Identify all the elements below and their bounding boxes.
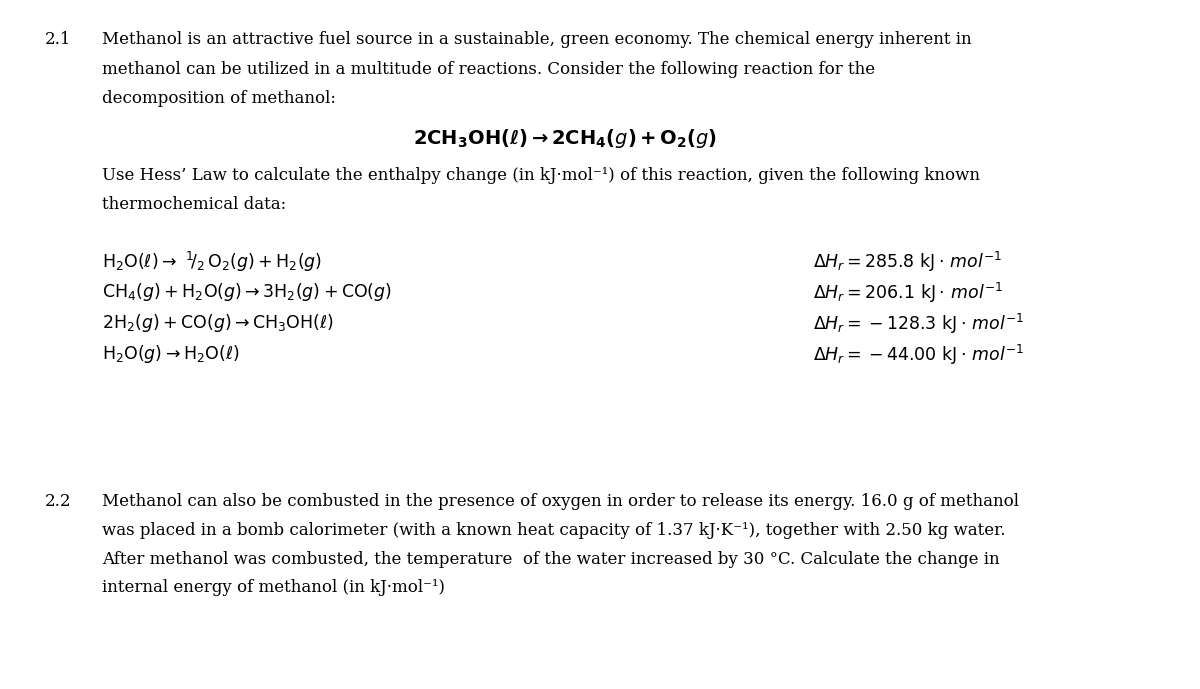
Text: $\Delta H_r = -44.00\ \mathrm{kJ \cdot}\, \mathit{mol}^{-1}$: $\Delta H_r = -44.00\ \mathrm{kJ \cdot}\… bbox=[814, 343, 1025, 367]
Text: $\Delta H_r = -128.3\ \mathrm{kJ \cdot}\, \mathit{mol}^{-1}$: $\Delta H_r = -128.3\ \mathrm{kJ \cdot}\… bbox=[814, 312, 1025, 336]
Text: $\Delta H_r = 285.8\ \mathrm{kJ \cdot}\, \mathit{mol}^{-1}$: $\Delta H_r = 285.8\ \mathrm{kJ \cdot}\,… bbox=[814, 249, 1003, 274]
Text: methanol can be utilized in a multitude of reactions. Consider the following rea: methanol can be utilized in a multitude … bbox=[102, 61, 875, 78]
Text: thermochemical data:: thermochemical data: bbox=[102, 196, 286, 213]
Text: After methanol was combusted, the temperature  of the water increased by 30 °C. : After methanol was combusted, the temper… bbox=[102, 551, 1000, 568]
Text: $\mathbf{2CH_3OH(\ell) \rightarrow 2CH_4(\mathit{g}) + O_2(\mathit{g})}$: $\mathbf{2CH_3OH(\ell) \rightarrow 2CH_4… bbox=[413, 127, 716, 150]
Text: $\mathrm{CH_4(\mathit{g}) + H_2O(\mathit{g}) \rightarrow 3H_2(\mathit{g}) + CO(\: $\mathrm{CH_4(\mathit{g}) + H_2O(\mathit… bbox=[102, 281, 391, 303]
Text: was placed in a bomb calorimeter (with a known heat capacity of 1.37 kJ·K⁻¹), to: was placed in a bomb calorimeter (with a… bbox=[102, 522, 1006, 539]
Text: 2.2: 2.2 bbox=[46, 493, 72, 510]
Text: $\Delta H_r = 206.1\ \mathrm{kJ \cdot}\, \mathit{mol}^{-1}$: $\Delta H_r = 206.1\ \mathrm{kJ \cdot}\,… bbox=[814, 281, 1003, 305]
Text: decomposition of methanol:: decomposition of methanol: bbox=[102, 90, 336, 107]
Text: $\mathrm{H_2O(\ell) \rightarrow\ ^1\!/_{2}\,O_2(\mathit{g}) + H_2(\mathit{g})}$: $\mathrm{H_2O(\ell) \rightarrow\ ^1\!/_{… bbox=[102, 249, 322, 274]
Text: $\mathrm{2H_2(\mathit{g}) + CO(\mathit{g}) \rightarrow CH_3OH(\ell)}$: $\mathrm{2H_2(\mathit{g}) + CO(\mathit{g… bbox=[102, 312, 334, 334]
Text: internal energy of methanol (in kJ·mol⁻¹): internal energy of methanol (in kJ·mol⁻¹… bbox=[102, 579, 445, 597]
Text: $\mathrm{H_2O(\mathit{g}) \rightarrow H_2O(\ell)}$: $\mathrm{H_2O(\mathit{g}) \rightarrow H_… bbox=[102, 343, 239, 365]
Text: Methanol can also be combusted in the presence of oxygen in order to release its: Methanol can also be combusted in the pr… bbox=[102, 493, 1019, 510]
Text: 2.1: 2.1 bbox=[46, 31, 72, 48]
Text: Methanol is an attractive fuel source in a sustainable, green economy. The chemi: Methanol is an attractive fuel source in… bbox=[102, 31, 971, 48]
Text: Use Hess’ Law to calculate the enthalpy change (in kJ·mol⁻¹) of this reaction, g: Use Hess’ Law to calculate the enthalpy … bbox=[102, 167, 979, 184]
